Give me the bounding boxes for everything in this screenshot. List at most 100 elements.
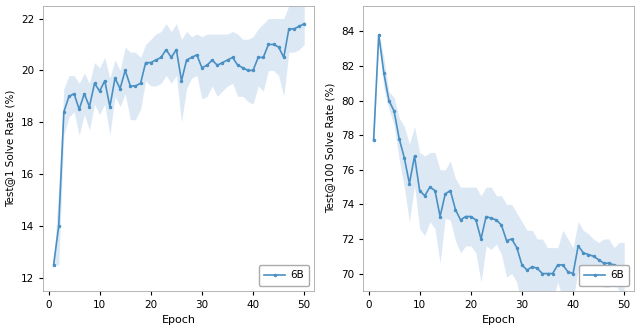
6B [579, 251, 587, 255]
6B [213, 63, 221, 67]
6B [589, 254, 597, 258]
6B [173, 48, 180, 52]
6B [193, 53, 201, 57]
6B [375, 33, 383, 37]
6B [290, 27, 298, 31]
6B [198, 66, 206, 70]
6B [244, 69, 252, 72]
6B [483, 214, 490, 218]
6B [60, 110, 68, 114]
6B [223, 58, 231, 62]
6B [163, 48, 170, 52]
6B [528, 265, 536, 269]
6B [615, 265, 623, 269]
6B [111, 76, 119, 80]
6B [452, 208, 460, 212]
6B [600, 261, 607, 265]
6B [584, 253, 592, 257]
6B [406, 182, 413, 186]
6B [569, 271, 577, 275]
6B [426, 185, 434, 189]
6B [524, 268, 531, 272]
6B [101, 79, 109, 83]
Legend: 6B: 6B [259, 265, 309, 286]
6B [183, 58, 191, 62]
Legend: 6B: 6B [579, 265, 629, 286]
6B [401, 156, 408, 160]
6B [234, 63, 241, 67]
Y-axis label: Test@1 Solve Rate (%): Test@1 Solve Rate (%) [6, 89, 15, 207]
6B [436, 214, 444, 218]
6B [204, 63, 211, 67]
6B [554, 263, 561, 267]
6B [249, 69, 257, 72]
6B [178, 79, 186, 83]
6B [543, 271, 551, 275]
6B [285, 27, 292, 31]
6B [142, 61, 150, 65]
6B [188, 56, 196, 60]
6B [411, 154, 419, 158]
6B [385, 99, 393, 103]
X-axis label: Epoch: Epoch [482, 315, 516, 325]
6B [416, 189, 424, 193]
6B [208, 58, 216, 62]
6B [498, 223, 506, 227]
6B [269, 42, 277, 46]
6B [106, 105, 114, 109]
6B [548, 271, 556, 275]
6B [137, 81, 145, 85]
6B [264, 42, 272, 46]
6B [295, 24, 303, 28]
6B [390, 109, 398, 113]
6B [280, 56, 287, 60]
6B [239, 66, 246, 70]
6B [127, 84, 134, 88]
6B [86, 105, 93, 109]
6B [488, 216, 495, 220]
6B [228, 56, 236, 60]
6B [533, 266, 541, 270]
6B [300, 22, 308, 26]
6B [610, 263, 618, 267]
6B [574, 244, 582, 248]
6B [157, 56, 165, 60]
6B [70, 92, 78, 96]
6B [503, 239, 511, 243]
6B [152, 58, 160, 62]
Line: 6B: 6B [372, 34, 625, 275]
6B [275, 45, 282, 49]
6B [467, 214, 475, 218]
Line: 6B: 6B [52, 23, 305, 266]
6B [431, 189, 439, 193]
6B [55, 224, 63, 228]
6B [396, 137, 403, 141]
6B [605, 261, 612, 265]
6B [620, 265, 628, 269]
6B [477, 237, 485, 241]
6B [370, 138, 378, 142]
6B [81, 92, 88, 96]
6B [122, 69, 129, 72]
6B [259, 56, 267, 60]
6B [380, 71, 388, 75]
6B [508, 237, 516, 241]
6B [472, 218, 480, 222]
6B [538, 271, 546, 275]
6B [421, 194, 429, 198]
6B [91, 81, 99, 85]
6B [564, 270, 572, 274]
6B [65, 94, 73, 98]
Y-axis label: Test@100 Solve Rate (%): Test@100 Solve Rate (%) [326, 83, 335, 213]
6B [462, 214, 470, 218]
6B [76, 107, 83, 111]
6B [513, 246, 521, 250]
6B [595, 258, 602, 262]
6B [96, 89, 104, 93]
6B [493, 218, 500, 222]
6B [457, 218, 465, 222]
6B [518, 263, 526, 267]
X-axis label: Epoch: Epoch [162, 315, 196, 325]
6B [254, 56, 262, 60]
6B [50, 263, 58, 267]
